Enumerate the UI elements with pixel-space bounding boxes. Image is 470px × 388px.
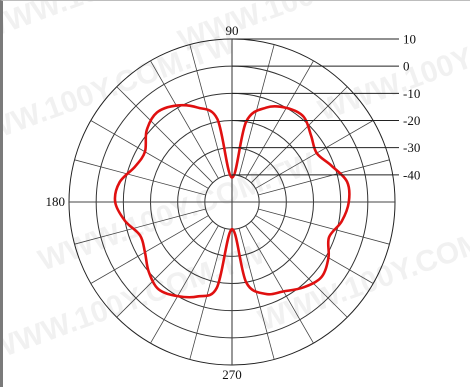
ring-label: -30: [403, 140, 420, 155]
angle-label: 180: [46, 194, 66, 209]
grid-spoke: [258, 209, 389, 244]
ring-label: -10: [403, 86, 420, 101]
watermark-text: WWW.100Y.COM.TW: [254, 207, 470, 338]
ring-label: -40: [403, 167, 420, 182]
ring-label: 10: [403, 32, 416, 47]
grid-spoke: [117, 87, 213, 183]
polar-grid: [69, 39, 395, 365]
watermark-text: WWW.100Y.COM.TW: [314, 1, 470, 128]
watermark-text: WWW.100Y.COM.TW: [34, 147, 320, 278]
grid-spoke: [75, 160, 206, 195]
ring-label: 0: [403, 59, 410, 74]
angle-label: 270: [222, 367, 242, 382]
ring-label: -20: [403, 113, 420, 128]
angle-label: 90: [226, 23, 239, 38]
